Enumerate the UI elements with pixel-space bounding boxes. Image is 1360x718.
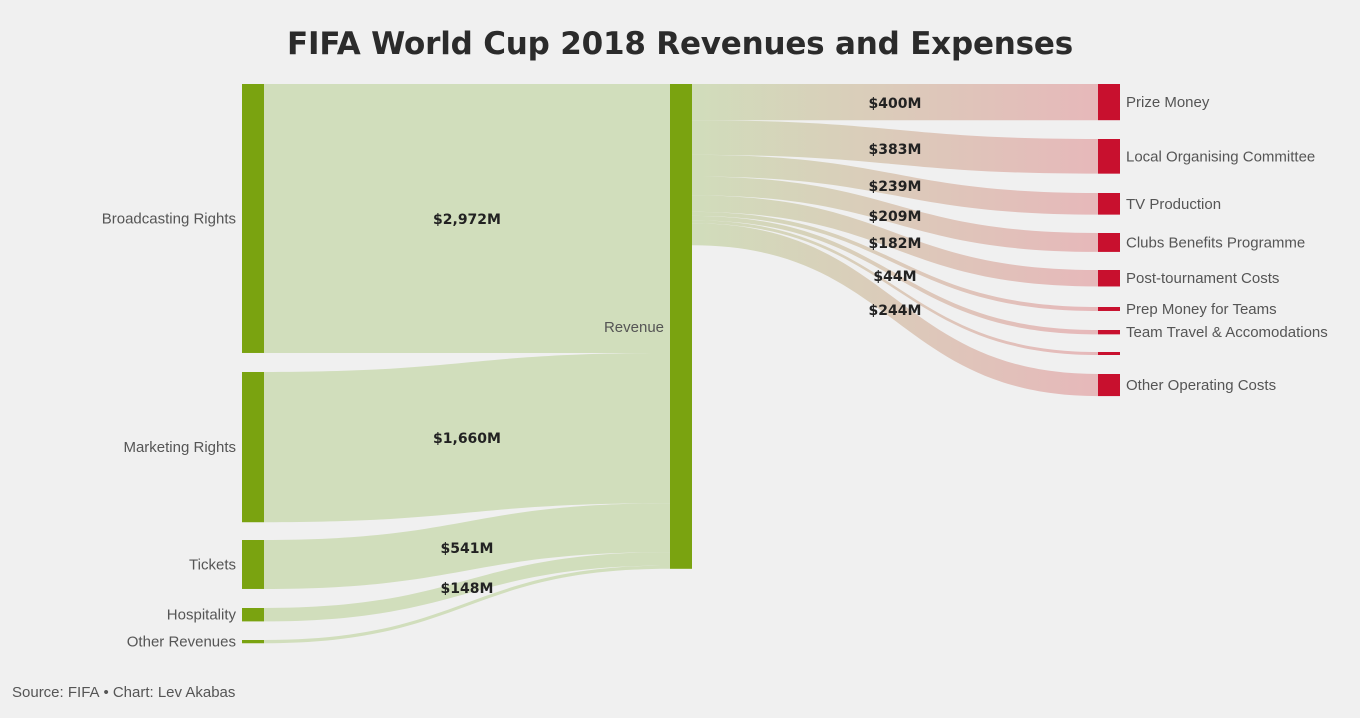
target-node-prize-money[interactable]	[1098, 84, 1120, 121]
link-revenue-to-other-operating-costs[interactable]	[692, 223, 1098, 397]
target-node-clubs-benefits-programme[interactable]	[1098, 233, 1120, 252]
target-label-local-organising-committee: Local Organising Committee	[1126, 148, 1315, 165]
nodes-layer	[242, 84, 1120, 644]
target-node-unlabeled-7[interactable]	[1098, 352, 1120, 355]
target-label-team-travel-and-accomodations: Team Travel & Accomodations	[1126, 324, 1328, 341]
link-tickets-to-revenue[interactable]	[264, 503, 670, 589]
value-label-prize-money: $400M	[869, 96, 922, 112]
target-label-post-tournament-costs: Post-tournament Costs	[1126, 270, 1279, 287]
value-label-marketing-rights: $1,660M	[433, 431, 501, 447]
source-node-hospitality[interactable]	[242, 608, 264, 622]
source-label-hospitality: Hospitality	[167, 607, 237, 624]
link-revenue-to-unlabeled-7[interactable]	[692, 220, 1098, 355]
links-layer	[264, 84, 1098, 644]
target-node-local-organising-committee[interactable]	[1098, 139, 1120, 174]
value-label-hospitality: $148M	[441, 581, 494, 597]
link-revenue-to-team-travel-and-accomodations[interactable]	[692, 215, 1098, 335]
target-label-tv-production: TV Production	[1126, 196, 1221, 213]
link-revenue-to-local-organising-committee[interactable]	[692, 120, 1098, 174]
target-node-prep-money-for-teams[interactable]	[1098, 307, 1120, 311]
target-node-team-travel-and-accomodations[interactable]	[1098, 330, 1120, 335]
link-marketing-rights-to-revenue[interactable]	[264, 352, 670, 523]
value-label-clubs-benefits-programme: $209M	[869, 209, 922, 225]
source-node-broadcasting-rights[interactable]	[242, 84, 264, 353]
target-label-clubs-benefits-programme: Clubs Benefits Programme	[1126, 234, 1305, 251]
target-label-prep-money-for-teams: Prep Money for Teams	[1126, 301, 1277, 318]
source-node-tickets[interactable]	[242, 540, 264, 589]
target-label-prize-money: Prize Money	[1126, 94, 1210, 111]
value-label-local-organising-committee: $383M	[869, 142, 922, 158]
value-label-broadcasting-rights: $2,972M	[433, 212, 501, 228]
link-revenue-to-clubs-benefits-programme[interactable]	[692, 176, 1098, 252]
source-separator: •	[103, 684, 109, 701]
labels-layer: Broadcasting Rights $2,972M Marketing Righ…	[102, 94, 1328, 651]
chart-credit: Chart: Lev Akabas	[112, 684, 236, 701]
source-text: Source: FIFA	[12, 684, 100, 701]
link-revenue-to-post-tournament-costs[interactable]	[692, 195, 1098, 287]
value-label-prep-money-for-teams: $44M	[873, 269, 916, 285]
source-label-tickets: Tickets	[189, 556, 236, 573]
link-revenue-to-prize-money[interactable]	[692, 84, 1098, 121]
target-node-other-operating-costs[interactable]	[1098, 374, 1120, 397]
value-label-post-tournament-costs: $182M	[869, 236, 922, 252]
target-node-post-tournament-costs[interactable]	[1098, 270, 1120, 287]
link-other-revenues-to-revenue[interactable]	[264, 565, 670, 644]
value-label-tv-production: $239M	[869, 179, 922, 195]
value-label-tickets: $541M	[441, 541, 494, 557]
target-label-other-operating-costs: Other Operating Costs	[1126, 377, 1276, 394]
chart-title: FIFA World Cup 2018 Revenues and Expense…	[287, 26, 1073, 62]
revenue-label: Revenue	[604, 319, 664, 336]
value-label-other-operating-costs: $244M	[869, 303, 922, 319]
source-node-marketing-rights[interactable]	[242, 372, 264, 523]
link-hospitality-to-revenue[interactable]	[264, 552, 670, 622]
source-node-other-revenues[interactable]	[242, 640, 264, 644]
source-label-broadcasting-rights: Broadcasting Rights	[102, 210, 236, 227]
link-revenue-to-tv-production[interactable]	[692, 154, 1098, 215]
target-node-tv-production[interactable]	[1098, 193, 1120, 215]
link-broadcasting-rights-to-revenue[interactable]	[264, 84, 670, 353]
source-label-other-revenues: Other Revenues	[127, 634, 236, 651]
revenue-node[interactable]	[670, 84, 692, 569]
link-revenue-to-prep-money-for-teams[interactable]	[692, 211, 1098, 311]
source-note: Source: FIFA • Chart: Lev Akabas	[12, 684, 235, 701]
source-label-marketing-rights: Marketing Rights	[123, 439, 236, 456]
